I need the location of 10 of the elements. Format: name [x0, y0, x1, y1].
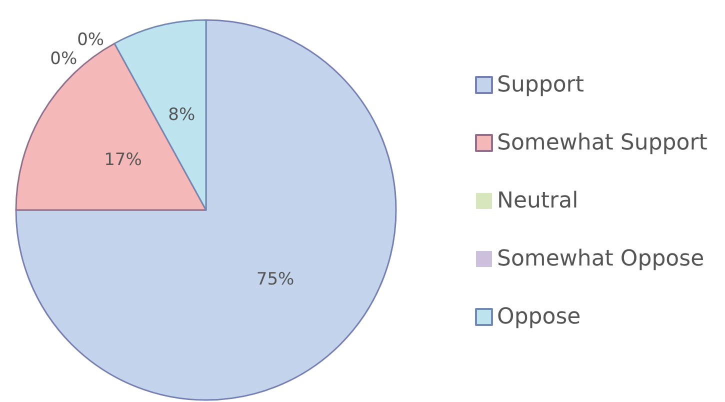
data-label: 75% — [256, 269, 294, 290]
legend-label: Somewhat Support — [497, 130, 708, 156]
data-label: 8% — [168, 105, 196, 126]
legend-label: Neutral — [497, 188, 578, 214]
legend-label: Oppose — [497, 304, 581, 330]
text: 0% — [50, 48, 78, 69]
data-label: 17% — [104, 150, 142, 170]
legend-label: Somewhat Oppose — [497, 246, 704, 272]
text: 0% — [77, 30, 104, 50]
legend-label: Support — [497, 72, 584, 98]
